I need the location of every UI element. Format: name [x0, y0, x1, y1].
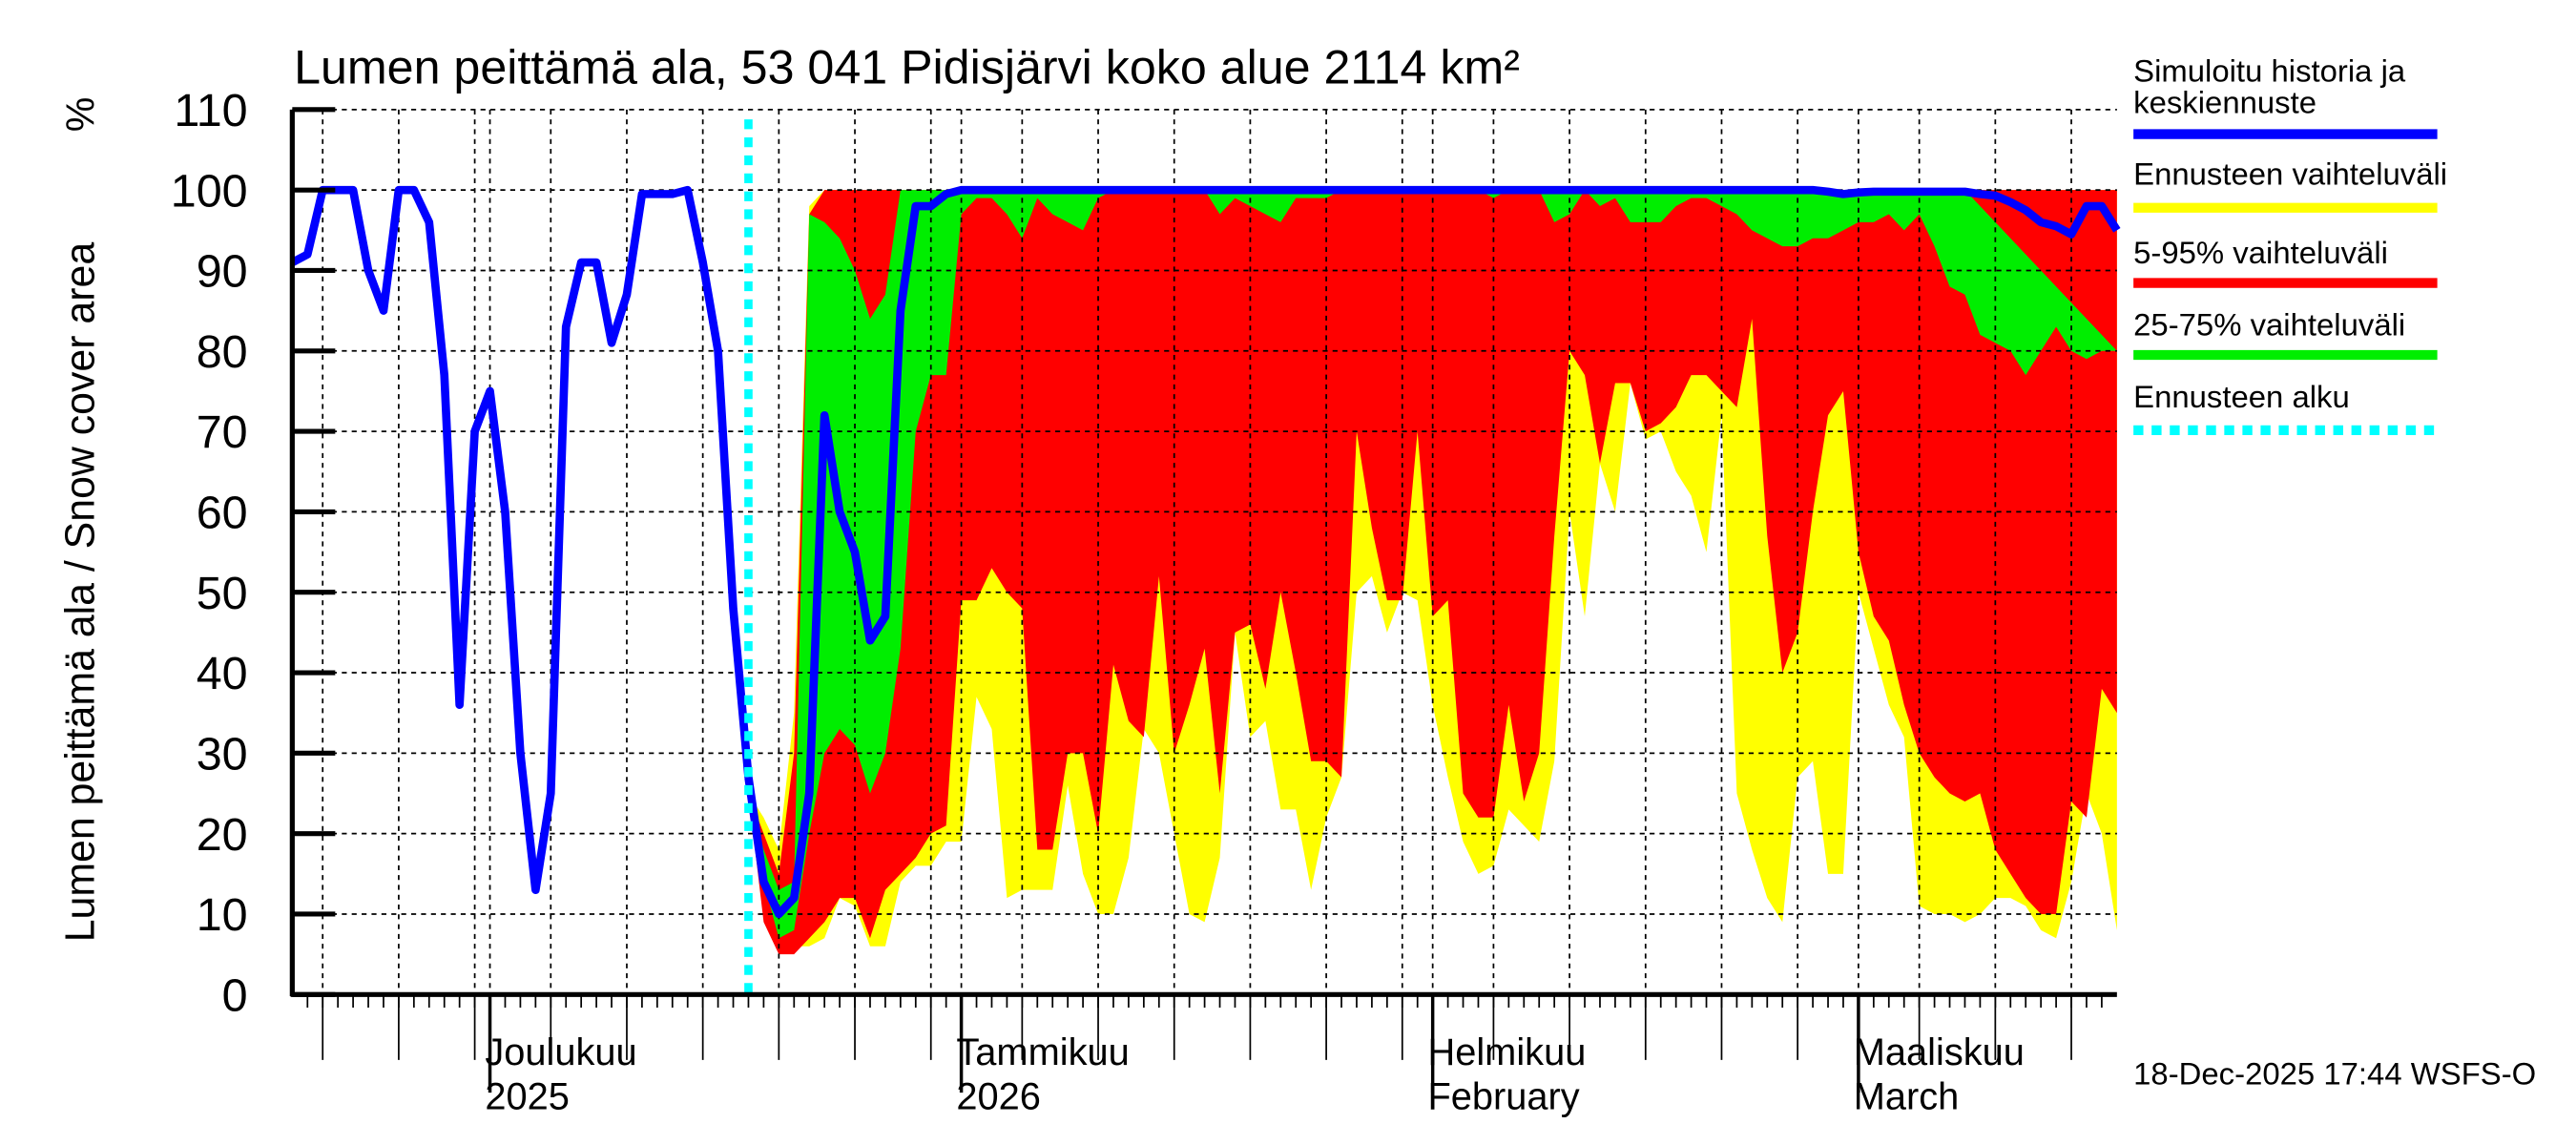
month-year-label: 2026: [956, 1075, 1041, 1117]
legend-label: Ennusteen vaihteluväli: [2133, 156, 2447, 192]
month-year-label: March: [1854, 1075, 1960, 1117]
month-year-label: 2025: [485, 1075, 570, 1117]
y-unit-label: %: [58, 97, 102, 133]
legend-label: keskiennuste: [2133, 84, 2316, 119]
legend-label: Simuloitu historia ja: [2133, 53, 2406, 89]
legend-label: Ennusteen alku: [2133, 379, 2350, 414]
series-lines: [290, 119, 2121, 995]
y-tick-label: 110: [174, 85, 247, 136]
month-year-label: February: [1427, 1075, 1579, 1117]
y-tick-label: 60: [197, 488, 248, 539]
grid-lines: [292, 109, 2117, 995]
y-tick-label: 80: [197, 326, 248, 378]
y-tick-label: 40: [197, 648, 248, 699]
month-label: Tammikuu: [956, 1031, 1129, 1073]
y-tick-label: 20: [197, 809, 248, 861]
y-tick-label: 30: [197, 729, 248, 781]
month-label: Maaliskuu: [1854, 1031, 2025, 1073]
y-axis-label: Lumen peittämä ala / Snow cover area: [57, 242, 103, 943]
month-label: Joulukuu: [485, 1031, 636, 1073]
y-tick-label: 70: [197, 406, 248, 458]
band-25-75: [748, 190, 2117, 939]
footer-timestamp: 18-Dec-2025 17:44 WSFS-O: [2133, 1056, 2536, 1092]
legend-label: 5-95% vaihteluväli: [2133, 235, 2388, 270]
y-tick-label: 50: [197, 568, 248, 619]
chart-title: Lumen peittämä ala, 53 041 Pidisjärvi ko…: [294, 41, 1520, 94]
y-tick-label: 90: [197, 246, 248, 298]
y-tick-label: 10: [197, 889, 248, 941]
forecast-median-line: [744, 185, 2121, 919]
legend-label: 25-75% vaihteluväli: [2133, 307, 2405, 343]
month-label: Helmikuu: [1427, 1031, 1586, 1073]
y-tick-label: 0: [222, 970, 248, 1022]
y-tick-label: 100: [171, 166, 248, 218]
history-line: [290, 185, 753, 894]
